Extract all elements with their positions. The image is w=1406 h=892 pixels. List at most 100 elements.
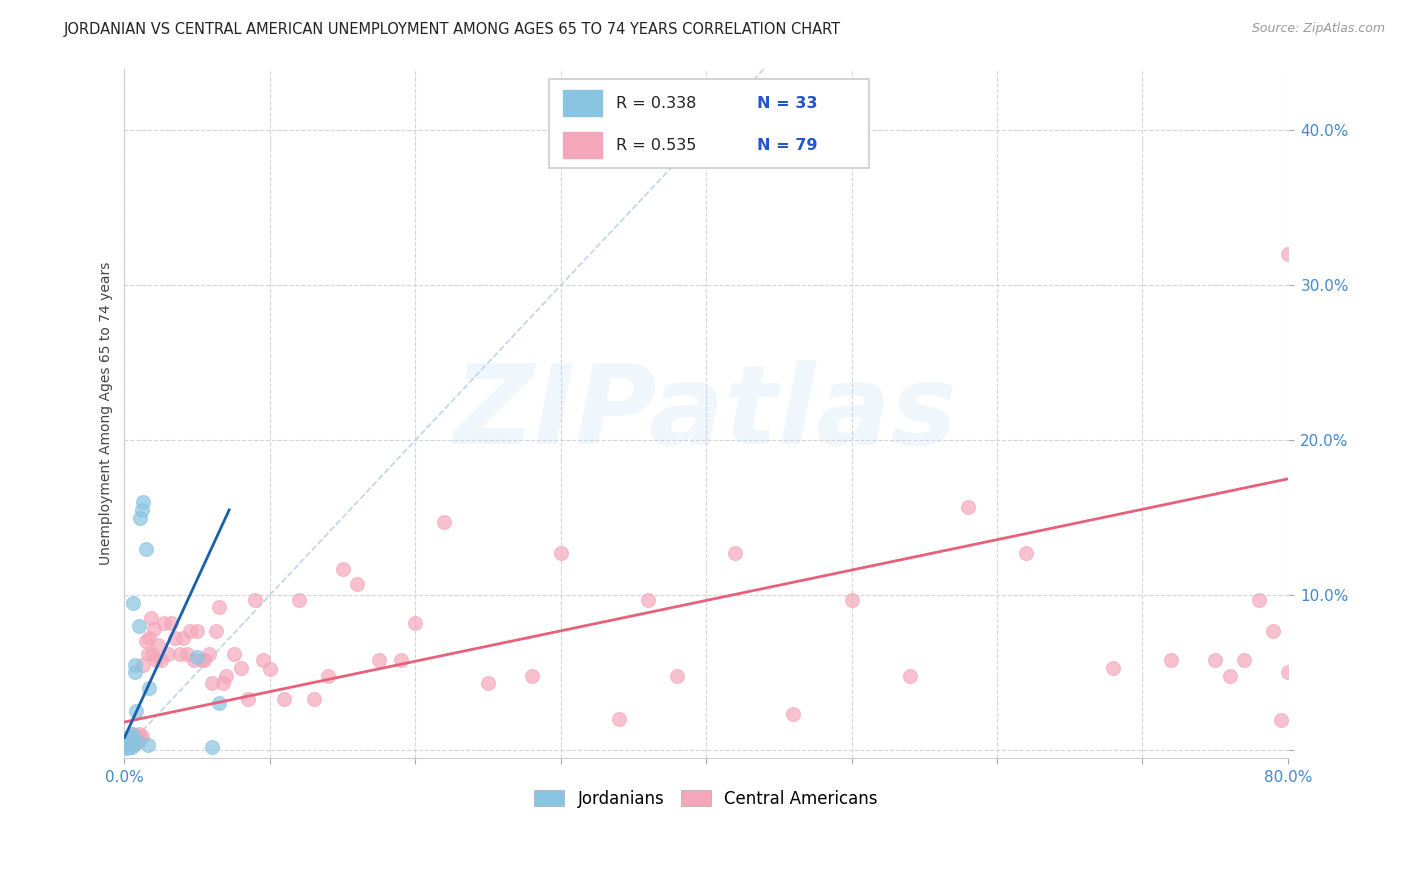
Point (136, 647, 159, 661)
Point (215, 668, 238, 682)
Point (550, 546, 572, 560)
Text: Source: ZipAtlas.com: Source: ZipAtlas.com (1251, 22, 1385, 36)
Point (121, 727, 143, 741)
Point (160, 615, 183, 630)
Point (1277, 665, 1299, 680)
Point (637, 592, 659, 607)
Point (128, 727, 150, 741)
Point (132, 495, 155, 509)
Point (138, 681, 160, 695)
Point (122, 733, 145, 747)
Point (131, 503, 153, 517)
Point (120, 738, 142, 752)
Point (201, 676, 224, 690)
Point (117, 738, 139, 752)
Point (183, 653, 205, 667)
Y-axis label: Unemployment Among Ages 65 to 74 years: Unemployment Among Ages 65 to 74 years (100, 261, 114, 565)
Point (179, 624, 201, 638)
Point (117, 735, 139, 749)
Point (115, 735, 138, 749)
Point (132, 657, 155, 672)
Point (128, 619, 150, 633)
Point (124, 737, 146, 751)
Point (176, 647, 198, 661)
Point (229, 661, 252, 675)
Point (1160, 653, 1182, 667)
Point (205, 624, 228, 638)
Text: ZIPatlas: ZIPatlas (454, 359, 957, 467)
Point (273, 691, 295, 706)
Point (149, 653, 172, 667)
Point (288, 592, 311, 607)
Point (121, 732, 143, 747)
Point (222, 647, 245, 661)
Point (118, 737, 141, 751)
Point (1233, 653, 1256, 667)
Point (118, 732, 141, 747)
Point (152, 615, 174, 630)
Point (121, 738, 143, 752)
Point (120, 729, 142, 743)
Point (121, 737, 143, 751)
Point (782, 707, 804, 722)
Point (118, 739, 141, 754)
Point (138, 632, 160, 646)
Point (121, 739, 143, 754)
Point (198, 647, 221, 661)
Point (607, 712, 630, 726)
Point (1219, 668, 1241, 682)
Point (208, 697, 231, 711)
Point (139, 611, 162, 625)
Point (122, 596, 145, 610)
Point (1270, 714, 1292, 728)
Point (201, 739, 224, 754)
Point (141, 647, 163, 661)
Point (190, 653, 212, 667)
Point (142, 622, 165, 636)
Point (1247, 592, 1270, 607)
Point (1102, 661, 1125, 675)
Point (115, 739, 138, 754)
Point (135, 541, 157, 556)
Point (117, 731, 139, 745)
Point (236, 691, 259, 706)
Point (332, 562, 354, 576)
Point (259, 662, 281, 676)
Point (956, 500, 979, 514)
Point (125, 732, 148, 747)
Point (1204, 653, 1226, 667)
Point (346, 577, 368, 591)
Point (146, 638, 169, 652)
Point (145, 653, 167, 667)
Point (186, 624, 208, 638)
Point (1277, 247, 1299, 261)
Point (118, 733, 141, 747)
Point (124, 657, 146, 672)
Point (125, 704, 148, 718)
Point (186, 650, 208, 665)
Point (157, 647, 180, 661)
Point (127, 735, 149, 749)
Text: JORDANIAN VS CENTRAL AMERICAN UNEMPLOYMENT AMONG AGES 65 TO 74 YEARS CORRELATION: JORDANIAN VS CENTRAL AMERICAN UNEMPLOYME… (63, 22, 841, 37)
Point (135, 634, 157, 648)
Point (302, 691, 325, 706)
Point (898, 668, 921, 682)
Point (477, 676, 499, 690)
Point (433, 515, 456, 529)
Point (245, 592, 267, 607)
Point (131, 729, 153, 743)
Point (841, 592, 863, 607)
Point (724, 546, 747, 560)
Point (666, 668, 689, 682)
Point (172, 632, 194, 646)
Point (121, 735, 143, 749)
Point (208, 600, 231, 615)
Point (121, 737, 143, 751)
Legend: Jordanians, Central Americans: Jordanians, Central Americans (527, 783, 884, 814)
Point (136, 738, 159, 752)
Point (121, 727, 143, 741)
Point (1263, 624, 1285, 638)
Point (169, 647, 191, 661)
Point (252, 653, 274, 667)
Point (124, 665, 146, 680)
